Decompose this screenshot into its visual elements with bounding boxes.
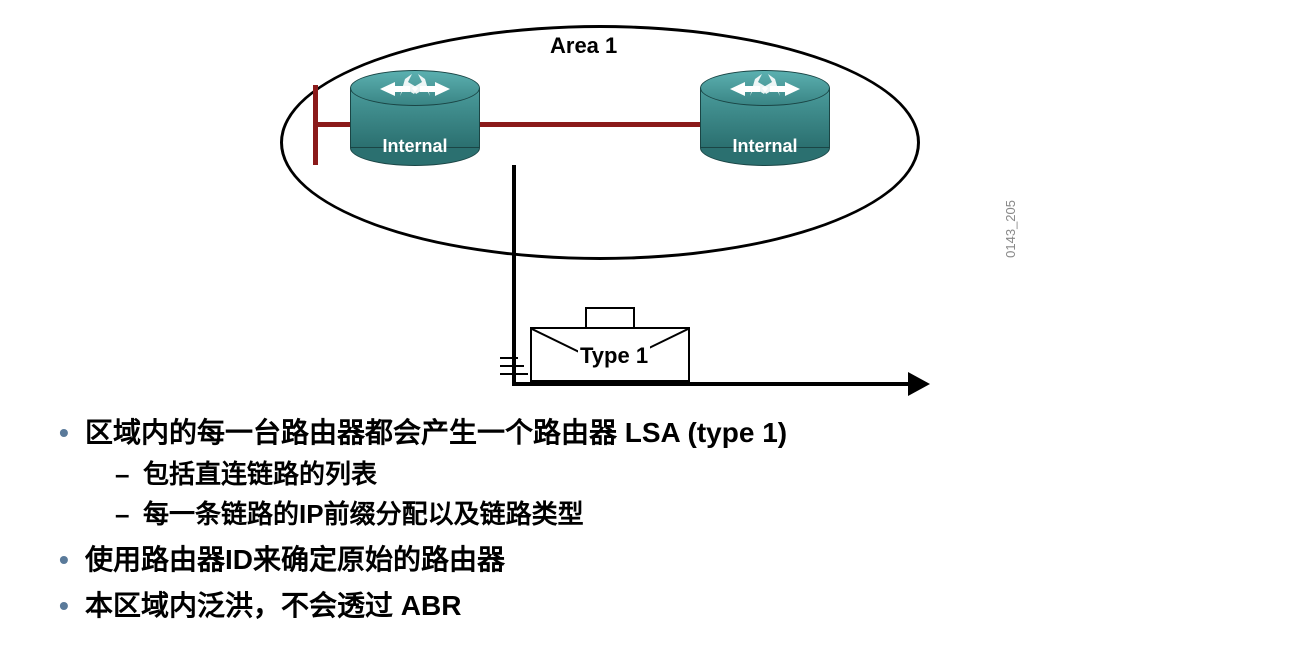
bullet-1-sub-2: 每一条链路的IP前缀分配以及链路类型	[115, 494, 1235, 534]
link-r1-to-r2	[478, 122, 703, 127]
diagram-container: Area 1 Internal	[250, 5, 950, 405]
area-label: Area 1	[550, 33, 617, 59]
link-left-to-r1	[313, 122, 355, 127]
slide-code: 0143_205	[1003, 200, 1018, 258]
router-internal-1: Internal	[350, 70, 480, 165]
lsa-type-label: Type 1	[578, 343, 650, 369]
router-arrows-icon	[370, 74, 460, 104]
link-r1-down	[512, 165, 516, 385]
router-arrows-icon	[720, 74, 810, 104]
router-internal-2: Internal	[700, 70, 830, 165]
bullet-3: 本区域内泛洪，不会透过 ABR	[55, 585, 1235, 627]
motion-lines-icon	[500, 357, 528, 381]
bullet-2: 使用路由器ID来确定原始的路由器	[55, 539, 1235, 581]
router-1-label: Internal	[350, 136, 480, 157]
router-2-label: Internal	[700, 136, 830, 157]
bullet-1-text: 区域内的每一台路由器都会产生一个路由器 LSA (type 1)	[85, 417, 787, 448]
lsa-packet-icon: Type 1	[530, 307, 690, 385]
bullet-list: 区域内的每一台路由器都会产生一个路由器 LSA (type 1) 包括直连链路的…	[55, 412, 1235, 631]
bullet-1-sub-1: 包括直连链路的列表	[115, 454, 1235, 494]
lsa-flood-arrow-head	[908, 372, 930, 396]
bullet-1: 区域内的每一台路由器都会产生一个路由器 LSA (type 1) 包括直连链路的…	[55, 412, 1235, 535]
